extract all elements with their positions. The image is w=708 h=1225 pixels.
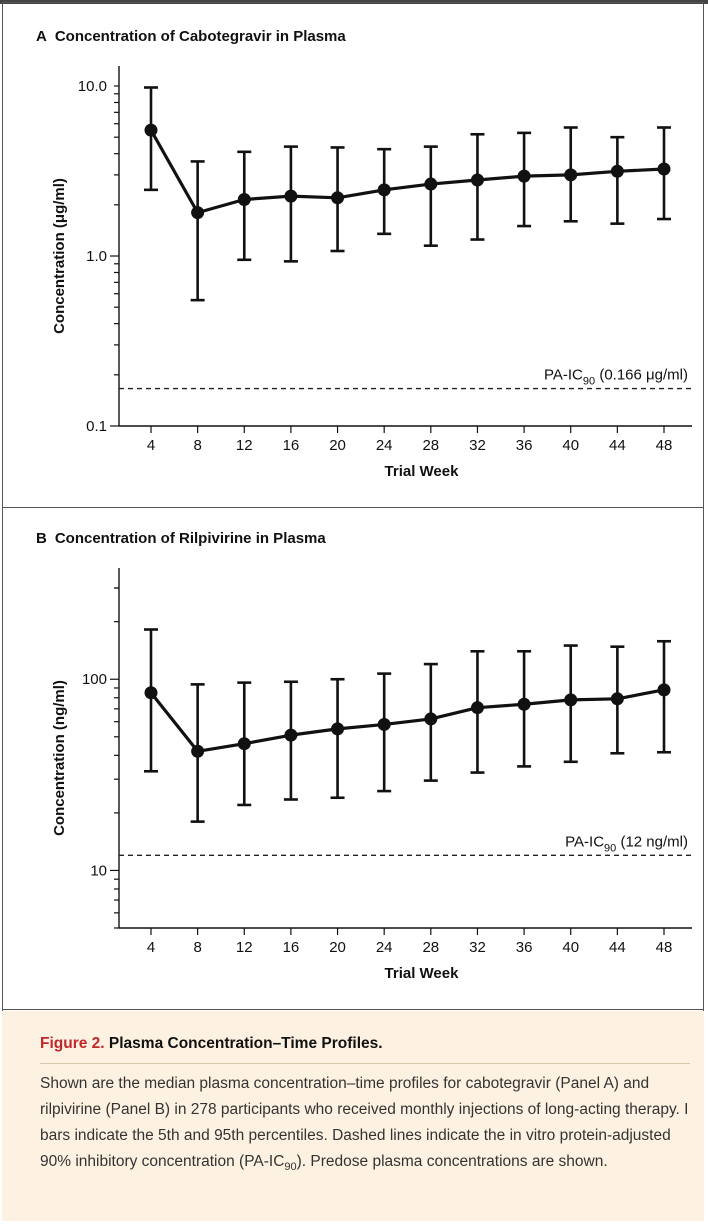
chart-a-x-tick-label: 32 (469, 437, 486, 454)
chart-a-x-tick-label: 36 (516, 437, 533, 454)
caption-body-sub: 90 (284, 1161, 297, 1174)
chart-b-x-tick-label: 32 (469, 939, 486, 956)
chart-b-median-point (424, 712, 438, 726)
caption-title: Figure 2. Plasma Concentration–Time Prof… (40, 1035, 383, 1053)
chart-a-y-tick-label: 10.0 (78, 78, 107, 95)
chart-a-x-tick-label: 4 (147, 437, 155, 454)
chart-a-x-tick-label: 24 (376, 437, 393, 454)
panel-b: B Concentration of Rilpivirine in Plasma … (2, 508, 704, 1010)
panel-a: A Concentration of Cabotegravir in Plasma… (2, 6, 704, 508)
chart-a-y-axis-label: Concentration (μg/ml) (51, 178, 68, 334)
chart-b-y-tick-label: 10 (90, 862, 107, 879)
chart-a-median-point (284, 189, 298, 203)
chart-a-median-point (331, 191, 345, 205)
chart-a-median-line (149, 129, 665, 215)
chart-a-median-point (517, 169, 531, 183)
figure-caption: Figure 2. Plasma Concentration–Time Prof… (2, 1011, 704, 1221)
caption-divider (40, 1063, 690, 1064)
chart-a-median-point (424, 177, 438, 191)
chart-b-median-line (149, 688, 665, 753)
chart-a-x-tick-label: 44 (609, 437, 626, 454)
caption-title-text: Plasma Concentration–Time Profiles. (104, 1035, 383, 1052)
chart-a-x-axis-label: Trial Week (385, 463, 460, 480)
chart-b-reference-label-suffix: (12 ng/ml) (616, 833, 688, 850)
chart-b-x-tick-label: 16 (283, 939, 300, 956)
chart-b-series (144, 628, 671, 823)
caption-body: Shown are the median plasma concentratio… (40, 1071, 692, 1180)
chart-a-axes: 0.11.010.04 8 12 16 20 24 28 32 36 40 44 48 (78, 66, 692, 454)
chart-a-median-point (470, 173, 484, 187)
chart-b-x-tick-label: 24 (376, 939, 393, 956)
chart-b-median-point (377, 717, 391, 731)
panel-a-letter: A (36, 28, 47, 45)
chart-b-x-tick-label: 20 (329, 939, 346, 956)
panel-b-title: B Concentration of Rilpivirine in Plasma (36, 530, 326, 547)
caption-figure-label: Figure 2. (40, 1035, 105, 1052)
chart-b-median-point (191, 744, 205, 758)
chart-a-median-point (144, 123, 158, 137)
chart-b-x-tick-label: 4 (147, 939, 155, 956)
chart-b-x-tick-label: 48 (656, 939, 673, 956)
chart-a-x-tick-label: 48 (656, 437, 673, 454)
caption-body-part1: Shown are the median plasma concentratio… (40, 1075, 689, 1170)
chart-a-x-tick-label: 8 (193, 437, 201, 454)
panel-b-letter: B (36, 530, 47, 547)
chart-b-y-tick-label: 100 (82, 671, 107, 688)
chart-b-reference-label-prefix: PA-IC (565, 833, 604, 850)
chart-b-x-tick-label: 28 (422, 939, 439, 956)
chart-b-x-tick-label: 12 (236, 939, 253, 956)
chart-a-median-point (191, 206, 205, 220)
chart-b-x-tick-label: 8 (193, 939, 201, 956)
chart-a-x-tick-label: 20 (329, 437, 346, 454)
chart-b-x-axis-label: Trial Week (385, 965, 460, 982)
chart-a-median-point (564, 168, 578, 182)
chart-a-x-tick-label: 40 (562, 437, 579, 454)
chart-b-median-point (284, 728, 298, 742)
chart-a-median-point (377, 183, 391, 197)
chart-a-x-tick-label: 28 (422, 437, 439, 454)
chart-a-median-point (610, 164, 624, 178)
chart-a-x-tick-label: 16 (283, 437, 300, 454)
chart-a-series (144, 86, 671, 302)
chart-a-reference-label-suffix: (0.166 μg/ml) (595, 367, 688, 384)
chart-b-median-point (610, 692, 624, 706)
chart-a-median-point (237, 192, 251, 206)
chart-a-reference-label-sub: 90 (583, 376, 595, 388)
chart-b-median-point (144, 686, 158, 700)
chart-b-median-point (564, 693, 578, 707)
caption-body-part2: ). Predose plasma concentrations are sho… (296, 1153, 608, 1170)
chart-b-x-tick-label: 44 (609, 939, 626, 956)
chart-b-x-tick-label: 36 (516, 939, 533, 956)
chart-b-reference-label: PA-IC90 (12 ng/ml) (565, 833, 688, 854)
chart-a-y-tick-label: 0.1 (86, 418, 107, 435)
chart-b-median-point (470, 701, 484, 715)
chart-b-y-axis-label: Concentration (ng/ml) (51, 680, 68, 836)
chart-b-median-point (237, 737, 251, 751)
panel-a-title: A Concentration of Cabotegravir in Plasma (36, 28, 346, 45)
chart-b-reference-label-sub: 90 (604, 842, 616, 854)
chart-a-y-tick-label: 1.0 (86, 248, 107, 265)
chart-a-reference-label: PA-IC90 (0.166 μg/ml) (544, 367, 688, 388)
chart-b-x-tick-label: 40 (562, 939, 579, 956)
chart-b-median-point (517, 697, 531, 711)
panel-b-title-text: Concentration of Rilpivirine in Plasma (54, 530, 326, 547)
chart-a-x-tick-label: 12 (236, 437, 253, 454)
chart-a-median-point (657, 162, 671, 176)
chart-a-reference-label-prefix: PA-IC (544, 367, 583, 384)
chart-b-median-point (657, 683, 671, 697)
panel-a-title-text: Concentration of Cabotegravir in Plasma (54, 28, 346, 45)
chart-b-median-point (331, 722, 345, 736)
